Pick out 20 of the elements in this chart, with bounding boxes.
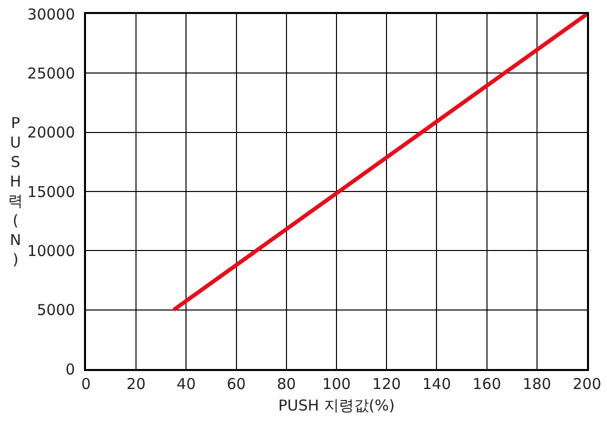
x-tick-label: 140 bbox=[422, 375, 452, 393]
y-tick-label: 25000 bbox=[27, 64, 75, 82]
x-tick-label: 40 bbox=[176, 375, 196, 393]
y-tick-label: 5000 bbox=[36, 301, 75, 320]
x-tick-label: 100 bbox=[322, 375, 351, 393]
y-tick-label: 10000 bbox=[27, 242, 75, 260]
x-tick-label: 20 bbox=[126, 375, 146, 393]
x-tick-label: 120 bbox=[372, 375, 401, 393]
x-tick-label: 160 bbox=[472, 375, 502, 393]
x-tick-label: 180 bbox=[522, 375, 552, 393]
y-tick-label: 30000 bbox=[27, 5, 75, 24]
y-axis-title: PUSH력(N) bbox=[8, 114, 23, 268]
x-tick-label: 200 bbox=[572, 375, 602, 393]
x-tick-label: 60 bbox=[226, 375, 246, 393]
x-tick-label: 0 bbox=[81, 375, 91, 393]
x-axis-title: PUSH 지령값(%) bbox=[278, 396, 395, 414]
y-tick-label: 15000 bbox=[27, 182, 75, 201]
x-tick-label: 80 bbox=[276, 375, 296, 393]
y-tick-label: 20000 bbox=[27, 124, 75, 142]
y-tick-label: 0 bbox=[65, 360, 75, 378]
